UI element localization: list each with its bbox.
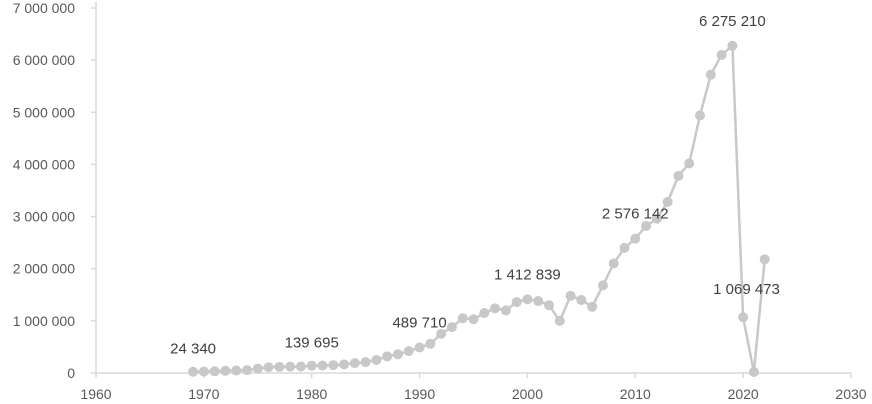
y-tick-label: 2 000 000: [13, 261, 75, 277]
data-point: [673, 170, 684, 181]
series-line: [193, 44, 766, 374]
data-point: [511, 297, 522, 308]
x-tick-label: 2030: [835, 386, 866, 402]
data-label: 489 710: [392, 314, 446, 331]
data-point: [446, 322, 457, 333]
data-point: [414, 342, 425, 353]
data-point: [705, 69, 716, 80]
data-point: [500, 305, 511, 316]
data-point: [382, 351, 393, 362]
data-label: 139 695: [285, 335, 339, 352]
data-point: [695, 110, 705, 121]
data-point: [716, 49, 727, 60]
y-tick-label: 7 000 000: [13, 0, 75, 16]
data-point: [565, 290, 576, 301]
y-tick-label: 4 000 000: [13, 156, 75, 172]
data-point: [220, 365, 231, 376]
series: [188, 40, 770, 377]
data-point: [684, 158, 695, 169]
y-tick-labels: 0 1 000 000 2 000 000 3 000 000 4 000 000 5 0…: [13, 0, 76, 381]
data-point: [479, 308, 490, 319]
data-point: [209, 366, 220, 377]
y-tick-label: 1 000 000: [13, 313, 75, 329]
data-point: [554, 315, 565, 326]
data-point: [522, 294, 533, 305]
data-point: [748, 366, 759, 377]
data-point: [544, 300, 554, 311]
data-labels: 24 340 139 695 489 710 1 412 839 2 576 142 6 …: [170, 13, 780, 358]
x-tick-label: 1970: [188, 386, 219, 402]
data-point: [317, 360, 328, 371]
data-point: [759, 254, 770, 265]
data-point: [597, 280, 608, 291]
data-point: [393, 349, 403, 360]
data-label: 1 069 473: [713, 281, 780, 298]
data-point: [263, 362, 274, 373]
data-point: [425, 338, 436, 349]
x-tick-label: 2010: [620, 386, 651, 402]
data-point: [619, 242, 630, 253]
x-tick-label: 1960: [80, 386, 111, 402]
data-point: [198, 366, 209, 377]
data-point: [630, 233, 641, 244]
data-point: [371, 354, 382, 365]
y-tick-label: 6 000 000: [13, 52, 75, 68]
y-tick-label: 0: [67, 365, 75, 381]
data-point: [242, 365, 252, 376]
data-point: [738, 312, 749, 323]
data-point: [274, 361, 285, 372]
data-point: [468, 314, 479, 325]
data-point: [641, 220, 652, 231]
x-tick-label: 1990: [404, 386, 435, 402]
data-point: [576, 295, 587, 305]
data-point: [285, 361, 296, 372]
data-point: [188, 366, 199, 377]
data-point: [252, 363, 263, 374]
data-point: [231, 365, 242, 376]
data-point: [306, 360, 317, 371]
data-label: 1 412 839: [494, 266, 561, 283]
data-point: [403, 346, 414, 357]
data-label: 24 340: [170, 341, 216, 358]
data-point: [587, 301, 598, 312]
data-point: [651, 213, 662, 224]
x-tick-label: 1980: [296, 386, 327, 402]
data-point: [328, 360, 339, 371]
data-point: [662, 196, 673, 207]
x-tick-label: 2000: [512, 386, 543, 402]
data-point: [533, 296, 544, 307]
data-label: 2 576 142: [602, 206, 669, 223]
data-point: [457, 313, 468, 324]
data-point: [436, 328, 447, 339]
data-point: [349, 358, 360, 369]
x-tick-label: 2020: [728, 386, 759, 402]
data-point: [339, 359, 350, 370]
data-point: [727, 40, 738, 51]
x-tick-labels: 1960 1970 1980 1990 2000 2010 2020 2030: [80, 386, 866, 402]
y-tick-label: 3 000 000: [13, 209, 75, 225]
data-point: [490, 303, 501, 314]
data-point: [608, 258, 619, 269]
y-tick-label: 5 000 000: [13, 104, 75, 120]
data-label: 6 275 210: [699, 13, 766, 30]
data-point: [360, 357, 371, 368]
data-point: [295, 361, 306, 372]
